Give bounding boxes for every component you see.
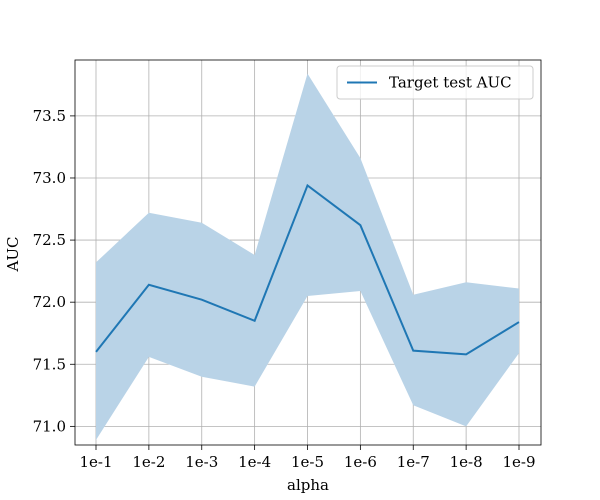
y-tick-label: 73.0 bbox=[33, 169, 66, 187]
x-tick-label: 1e-6 bbox=[344, 453, 377, 471]
y-tick-label: 71.0 bbox=[33, 417, 66, 435]
y-tick-label: 71.5 bbox=[33, 355, 66, 373]
x-tick-label: 1e-9 bbox=[502, 453, 535, 471]
x-tick-label: 1e-3 bbox=[185, 453, 218, 471]
x-tick-label: 1e-4 bbox=[238, 453, 271, 471]
series-lines bbox=[95, 183, 520, 356]
x-tick-label: 1e-2 bbox=[132, 453, 165, 471]
y-tick-label: 72.0 bbox=[33, 293, 66, 311]
y-axis-label: AUC bbox=[4, 237, 22, 273]
y-tick-label: 72.5 bbox=[33, 231, 66, 249]
x-tick-label: 1e-1 bbox=[79, 453, 112, 471]
x-tick-label: 1e-5 bbox=[291, 453, 324, 471]
x-tick-label: 1e-8 bbox=[450, 453, 483, 471]
legend-box bbox=[336, 65, 534, 100]
plot-border bbox=[74, 59, 542, 446]
x-tick-label: 1e-7 bbox=[397, 453, 430, 471]
y-axis-ticks: 71.0 71.5 72.0 72.5 73.0 73.5 bbox=[33, 107, 75, 435]
plot-frame bbox=[74, 59, 542, 446]
x-axis-ticks: 1e-1 1e-2 1e-3 1e-4 1e-5 1e-6 1e-7 1e-8 1e-9 bbox=[79, 445, 536, 471]
legend-label: Target test AUC bbox=[389, 74, 512, 92]
x-axis-label: alpha bbox=[287, 476, 329, 494]
legend: Target test AUC bbox=[336, 65, 534, 100]
y-tick-label: 73.5 bbox=[33, 107, 66, 125]
